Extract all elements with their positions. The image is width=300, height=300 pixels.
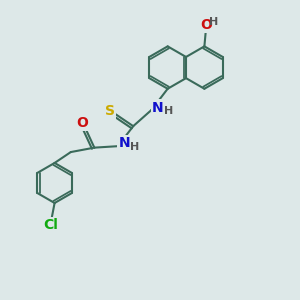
Text: Cl: Cl: [44, 218, 59, 232]
Text: H: H: [164, 106, 173, 116]
Text: N: N: [118, 136, 130, 150]
Text: S: S: [105, 104, 115, 118]
Text: N: N: [152, 100, 164, 115]
Text: H: H: [208, 17, 218, 27]
Text: O: O: [76, 116, 88, 130]
Text: H: H: [130, 142, 140, 152]
Text: O: O: [200, 18, 212, 32]
